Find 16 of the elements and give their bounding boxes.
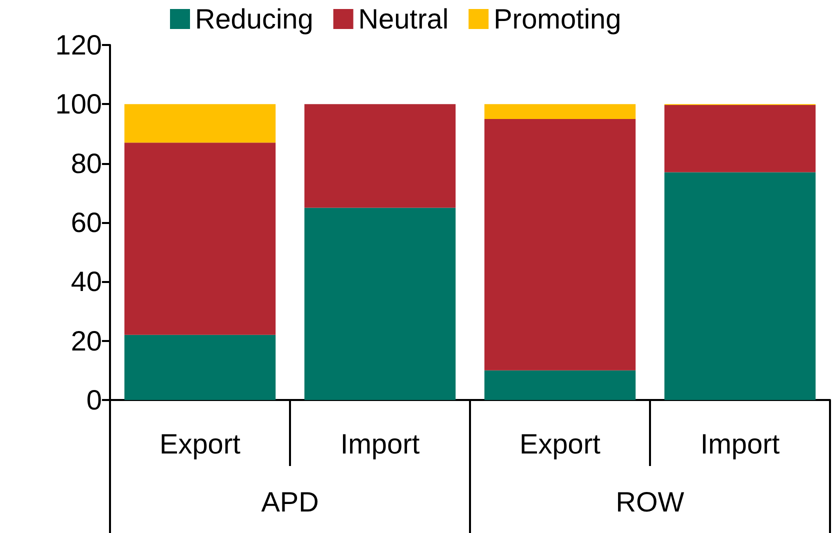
x-tick-label: Import (340, 428, 420, 460)
y-tick-label: 40 (70, 266, 102, 298)
legend-label: Promoting (494, 4, 622, 34)
x-tick-label: Import (700, 428, 780, 460)
legend-label: Reducing (195, 4, 314, 34)
y-tick-label: 120 (55, 30, 102, 60)
y-tick-label: 100 (55, 88, 102, 120)
text: APD (261, 486, 319, 518)
y-tick-label: 20 (70, 325, 102, 356)
y-tick-label: 60 (70, 207, 102, 238)
y-tick-label: 0 (86, 384, 102, 416)
x-tick-label: Export (520, 428, 601, 460)
x-tick-label: Export (160, 428, 241, 460)
y-tick-label: 80 (70, 148, 102, 179)
text: ROW (616, 486, 685, 518)
legend-label: Neutral (358, 4, 449, 34)
